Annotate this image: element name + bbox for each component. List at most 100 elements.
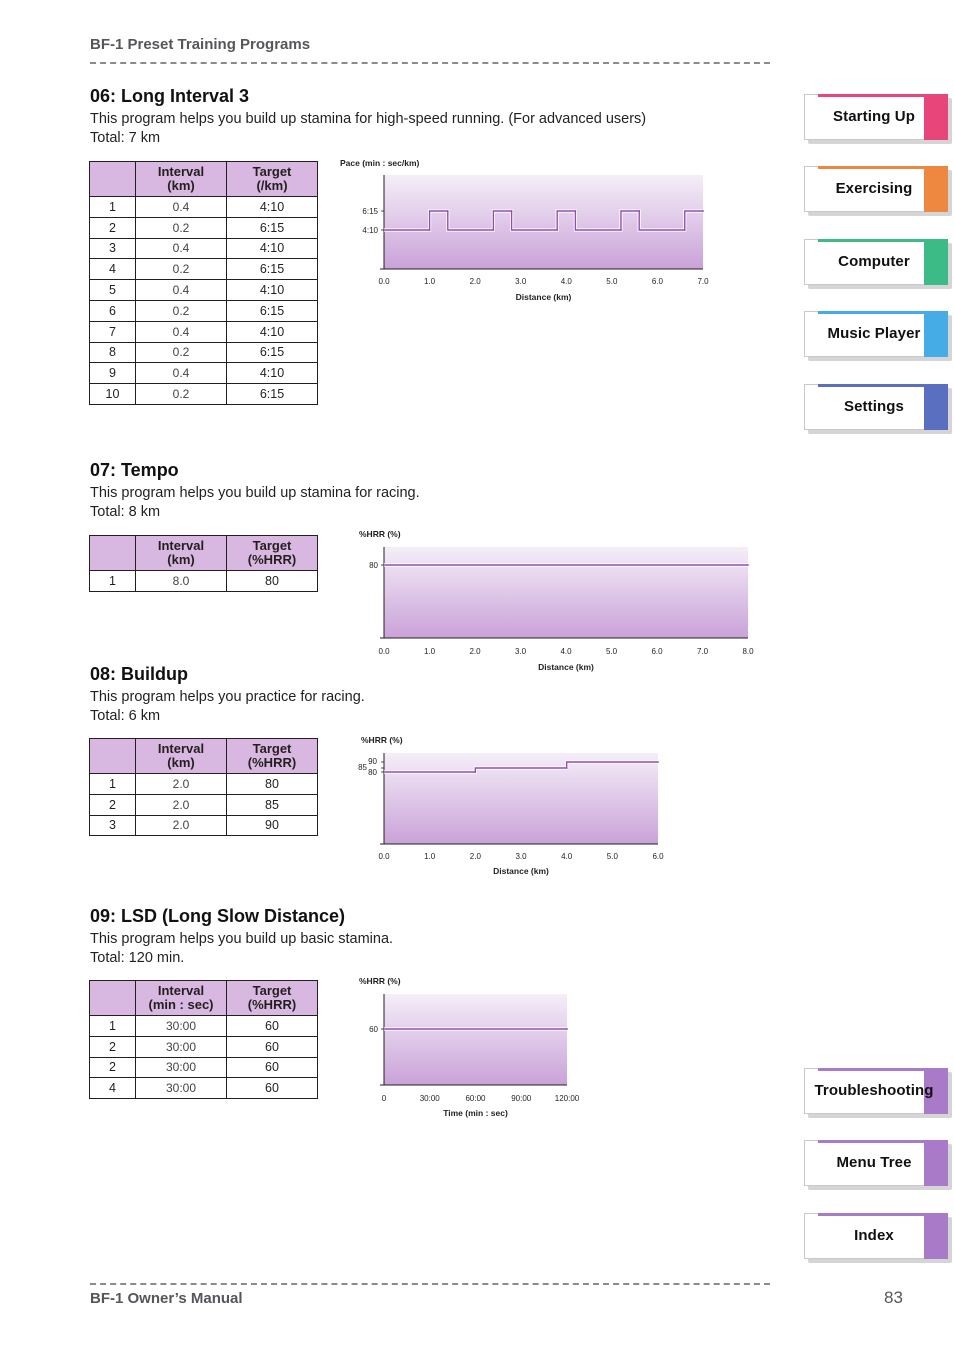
chart-series-line	[384, 761, 658, 773]
section-07-description: This program helps you build up stamina …	[90, 484, 420, 522]
chart-plot-area	[384, 175, 703, 269]
table-row: 2 30:00 60	[89, 1056, 318, 1079]
interval-cell: 0.4	[135, 320, 227, 343]
tab-color-block	[924, 1142, 948, 1186]
chart-09-hrr: %HRR (%) Time (min : sec) 0 30:00 60:00 90:00…	[359, 976, 580, 1118]
section-06-desc-line: This program helps you build up stamina …	[90, 111, 647, 127]
tab-label: Computer	[838, 253, 910, 270]
section-07-title: 07: Tempo	[90, 460, 179, 480]
section-09-table: Interval (min : sec) Target (%HRR) 1 30:00 6…	[89, 980, 318, 1100]
target-cell: 4:10	[226, 237, 318, 260]
interval-cell: 0.2	[135, 216, 227, 239]
interval-cell: 0.2	[135, 383, 227, 405]
tab-color-block	[924, 386, 948, 430]
chart-y-tick-label: 80	[369, 561, 378, 570]
row-index-cell: 2	[89, 793, 136, 816]
row-index-cell: 2	[89, 1056, 136, 1079]
nav-tab-settings[interactable]: Settings	[804, 384, 952, 434]
nav-tab-index[interactable]: Index	[804, 1213, 952, 1263]
target-cell: 60	[226, 1035, 318, 1058]
table-row: 2 2.0 85	[89, 793, 318, 816]
footer-divider	[90, 1283, 770, 1285]
nav-tab-computer[interactable]: Computer	[804, 239, 952, 289]
table-header-index	[89, 738, 136, 774]
tab-accent-line	[818, 1213, 948, 1216]
chart-x-tick-label: 0	[382, 1094, 387, 1103]
section-06-description: This program helps you build up stamina …	[90, 110, 646, 148]
tab-label: Exercising	[835, 180, 913, 197]
interval-cell: 30:00	[135, 1015, 227, 1037]
chart-y-tick-label: 6:15	[362, 207, 378, 216]
table-header-interval: Interval (km)	[135, 161, 227, 197]
table-row: 7 0.4 4:10	[89, 320, 318, 343]
section-08-desc-line: This program helps you practice for raci…	[90, 689, 365, 705]
chart-x-tick-label: 0.0	[378, 277, 390, 286]
chart-x-tick-label: 6.0	[651, 647, 663, 656]
chart-x-axis-label: Time (min : sec)	[443, 1108, 508, 1118]
nav-tab-troubleshooting[interactable]: Troubleshooting	[804, 1068, 952, 1118]
target-cell: 85	[226, 793, 318, 816]
tab-label: Index	[854, 1227, 894, 1244]
chart-step-point	[446, 210, 449, 212]
table-header-index	[89, 161, 136, 197]
tab-color-block	[924, 1215, 948, 1259]
header-divider	[90, 62, 770, 64]
interval-cell: 0.4	[135, 279, 227, 301]
interval-cell: 0.2	[135, 341, 227, 364]
chart-x-axis-label: Distance (km)	[516, 292, 572, 302]
nav-tab-music-player[interactable]: Music Player	[804, 311, 952, 361]
table-header-target: Target (%HRR)	[226, 535, 318, 571]
target-cell: 90	[226, 814, 318, 837]
interval-cell: 2.0	[135, 793, 227, 816]
chart-x-tick-label: 7.0	[697, 647, 709, 656]
section-08-table: Interval (km) Target (%HRR) 1 2.0 80 2 2.0 85 3 2…	[89, 738, 318, 837]
nav-tab-starting-up[interactable]: Starting Up	[804, 94, 952, 144]
running-header: BF-1 Preset Training Programs	[90, 36, 311, 53]
table-row: 5 0.4 4:10	[89, 279, 318, 301]
table-header-interval: Interval (km)	[135, 738, 227, 774]
chart-step-point	[556, 229, 559, 231]
chart-x-tick-label: 60:00	[465, 1094, 486, 1103]
tab-label: Settings	[844, 398, 904, 415]
section-07-table: Interval (km) Target (%HRR) 1 8.0 80	[89, 535, 318, 592]
chart-step-point	[566, 1028, 568, 1030]
table-header-index	[89, 535, 136, 571]
chart-x-tick-label: 5.0	[606, 647, 618, 656]
chart-x-axis-label: Distance (km)	[538, 662, 594, 672]
section-07-total: Total: 8 km	[90, 504, 161, 520]
row-index-cell: 1	[89, 773, 136, 795]
chart-step-point	[574, 210, 577, 212]
chart-y-axis-label: %HRR (%)	[359, 529, 401, 539]
chart-step-point	[565, 767, 568, 769]
page-number: 83	[884, 1288, 903, 1307]
chart-x-tick-label: 4.0	[561, 852, 573, 861]
nav-tab-exercising[interactable]: Exercising	[804, 166, 952, 216]
chart-step-point	[683, 229, 686, 231]
chart-08-hrr: %HRR (%) Distance (km) 0.0 1.0 2.0 3.0 4.0 5.0 6…	[358, 735, 664, 876]
section-09-total: Total: 120 min.	[90, 950, 185, 966]
chart-x-tick-label: 0.0	[378, 647, 390, 656]
row-index-cell: 3	[89, 237, 136, 260]
chart-x-tick-label: 8.0	[742, 647, 754, 656]
nav-tab-menu-tree[interactable]: Menu Tree	[804, 1140, 952, 1190]
tab-accent-line	[818, 166, 948, 169]
section-09-description: This program helps you build up basic st…	[90, 930, 393, 968]
interval-cell: 0.2	[135, 299, 227, 322]
row-index-cell: 4	[89, 258, 136, 281]
table-row: 1 8.0 80	[89, 570, 318, 592]
chart-step-point	[474, 771, 477, 773]
table-row: 8 0.2 6:15	[89, 341, 318, 364]
chart-y-axis-label: %HRR (%)	[359, 976, 401, 986]
chart-x-tick-label: 7.0	[697, 277, 709, 286]
tab-color-block	[924, 1070, 948, 1114]
interval-cell: 0.4	[135, 237, 227, 260]
interval-cell: 0.4	[135, 196, 227, 218]
chart-y-tick-label: 90	[368, 757, 377, 766]
section-09-desc-line: This program helps you build up basic st…	[90, 931, 394, 947]
chart-x-axis-label: Distance (km)	[493, 866, 549, 876]
target-cell: 6:15	[226, 299, 318, 322]
section-06-total: Total: 7 km	[90, 130, 161, 146]
chart-x-tick-label: 30:00	[420, 1094, 441, 1103]
target-cell: 60	[226, 1015, 318, 1037]
target-cell: 80	[226, 773, 318, 795]
